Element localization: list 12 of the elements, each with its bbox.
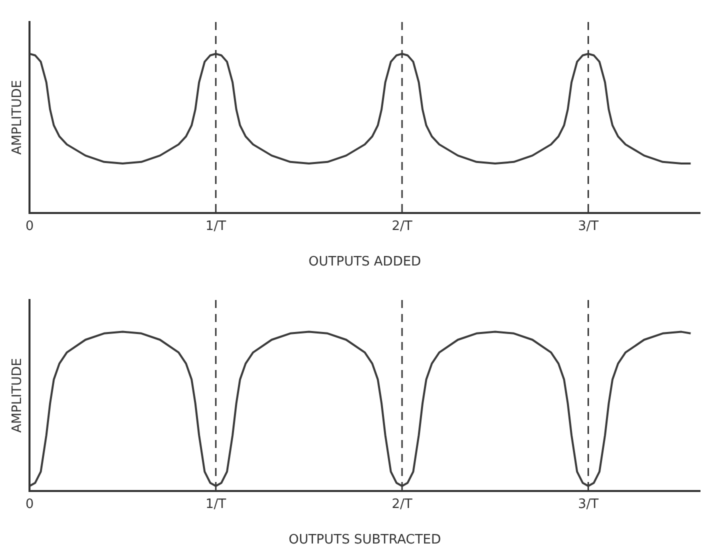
x-tick-label: 0 xyxy=(25,496,34,512)
x-tick-label: 3/T xyxy=(578,496,599,512)
y-axis-title: AMPLITUDE xyxy=(10,80,26,155)
x-tick-label: 0 xyxy=(25,218,34,234)
x-tick-label: 3/T xyxy=(578,218,599,234)
x-tick-label: 2/T xyxy=(392,496,412,512)
x-axis-title: OUTPUTS ADDED xyxy=(308,254,422,270)
x-tick-label: 2/T xyxy=(392,218,412,234)
x-tick-label: 1/T xyxy=(206,218,226,234)
y-axis-title: AMPLITUDE xyxy=(10,358,26,433)
x-tick-label: 1/T xyxy=(206,496,226,512)
x-axis-title: OUTPUTS SUBTRACTED xyxy=(288,532,442,548)
